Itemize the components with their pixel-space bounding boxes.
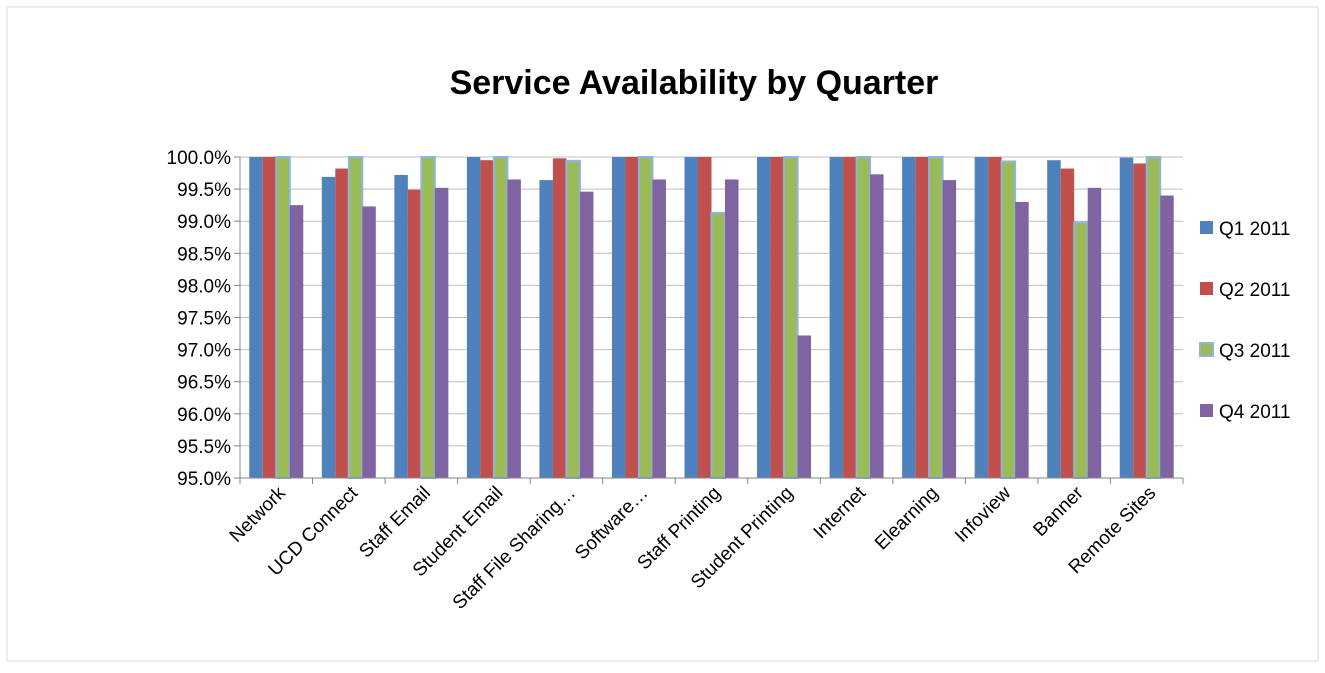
- bar-q2-2011: [915, 157, 930, 478]
- bar-q4-2011: [1160, 195, 1174, 478]
- bar-q4-2011: [652, 179, 666, 478]
- y-tick-label: 97.5%: [177, 309, 231, 330]
- bar-q2-2011: [843, 157, 857, 478]
- bars: [249, 156, 1174, 480]
- bar-q3-2011: [1000, 160, 1017, 480]
- bar-q2-2011: [1133, 163, 1147, 479]
- y-tick-label: 99.5%: [177, 180, 231, 201]
- bar-q2-2011: [988, 157, 1002, 478]
- y-axis-ticks: 95.0% 95.5% 96.0% 96.5% 97.0% 97.5% 98.0% 98.5%…: [167, 148, 240, 490]
- bar-q1-2011: [321, 176, 336, 479]
- y-tick-label: 96.5%: [177, 373, 231, 394]
- bar-q3-2011: [783, 156, 799, 479]
- legend-swatch: [1200, 404, 1213, 417]
- y-tick-label: 99.0%: [177, 212, 231, 233]
- bar-q3-2011: [928, 156, 944, 479]
- bar-q2-2011: [698, 157, 712, 478]
- y-tick-label: 96.0%: [177, 405, 231, 426]
- bar-q1-2011: [829, 157, 844, 478]
- bar-q3-2011: [637, 156, 654, 479]
- bar-q1-2011: [1119, 157, 1134, 478]
- legend-label: Q1 2011: [1219, 219, 1290, 240]
- y-tick-label: 97.0%: [177, 341, 231, 362]
- y-tick-label: 98.0%: [177, 276, 231, 297]
- bar-q1-2011: [466, 157, 481, 478]
- y-tick-label: 100.0%: [167, 148, 232, 169]
- bar-q2-2011: [770, 157, 785, 478]
- bar-q3-2011: [420, 156, 436, 479]
- bar-q1-2011: [757, 157, 771, 478]
- bar-q4-2011: [725, 179, 739, 478]
- bar-q2-2011: [480, 160, 494, 478]
- bar-q3-2011: [565, 159, 581, 480]
- bar-q4-2011: [507, 179, 521, 478]
- legend-label: Q2 2011: [1219, 280, 1290, 301]
- bar-q1-2011: [684, 157, 698, 478]
- bar-q3-2011: [1073, 221, 1089, 479]
- bar-q4-2011: [870, 174, 884, 479]
- legend-swatch: [1200, 282, 1213, 295]
- legend: Q1 2011 Q2 2011 Q3 2011 Q4 2011: [1199, 219, 1290, 423]
- legend-swatch: [1199, 342, 1214, 357]
- bar-q2-2011: [625, 157, 639, 478]
- bar-q4-2011: [579, 191, 594, 478]
- bar-q4-2011: [1015, 201, 1029, 478]
- bar-q2-2011: [552, 158, 567, 478]
- bar-q3-2011: [347, 156, 364, 479]
- legend-label: Q3 2011: [1219, 341, 1290, 362]
- y-tick-label: 95.5%: [177, 437, 231, 458]
- bar-q2-2011: [1060, 168, 1075, 478]
- bar-q1-2011: [611, 157, 626, 478]
- legend-label: Q4 2011: [1219, 402, 1290, 423]
- bar-q3-2011: [855, 156, 872, 479]
- bar-q1-2011: [974, 157, 989, 478]
- bar-q1-2011: [394, 174, 408, 478]
- y-tick-label: 98.5%: [177, 244, 231, 265]
- chart-title: Service Availability by Quarter: [450, 64, 939, 102]
- bar-q3-2011: [275, 156, 291, 479]
- y-tick-label: 95.0%: [177, 469, 231, 490]
- bar-q1-2011: [539, 180, 553, 478]
- bar-q2-2011: [407, 189, 422, 478]
- bar-q4-2011: [434, 187, 449, 479]
- bar-q1-2011: [902, 157, 916, 478]
- bar-q4-2011: [942, 180, 957, 478]
- bar-q3-2011: [492, 156, 509, 479]
- bar-q1-2011: [1047, 160, 1061, 478]
- bar-q3-2011: [1145, 156, 1162, 479]
- bar-q2-2011: [335, 168, 349, 478]
- bar-q3-2011: [710, 211, 726, 479]
- bar-q1-2011: [249, 157, 263, 478]
- bar-q4-2011: [1087, 187, 1102, 479]
- bar-q4-2011: [797, 335, 812, 478]
- bar-q2-2011: [262, 157, 277, 478]
- bar-q4-2011: [289, 205, 304, 478]
- bar-q4-2011: [362, 206, 376, 478]
- legend-swatch: [1200, 221, 1213, 234]
